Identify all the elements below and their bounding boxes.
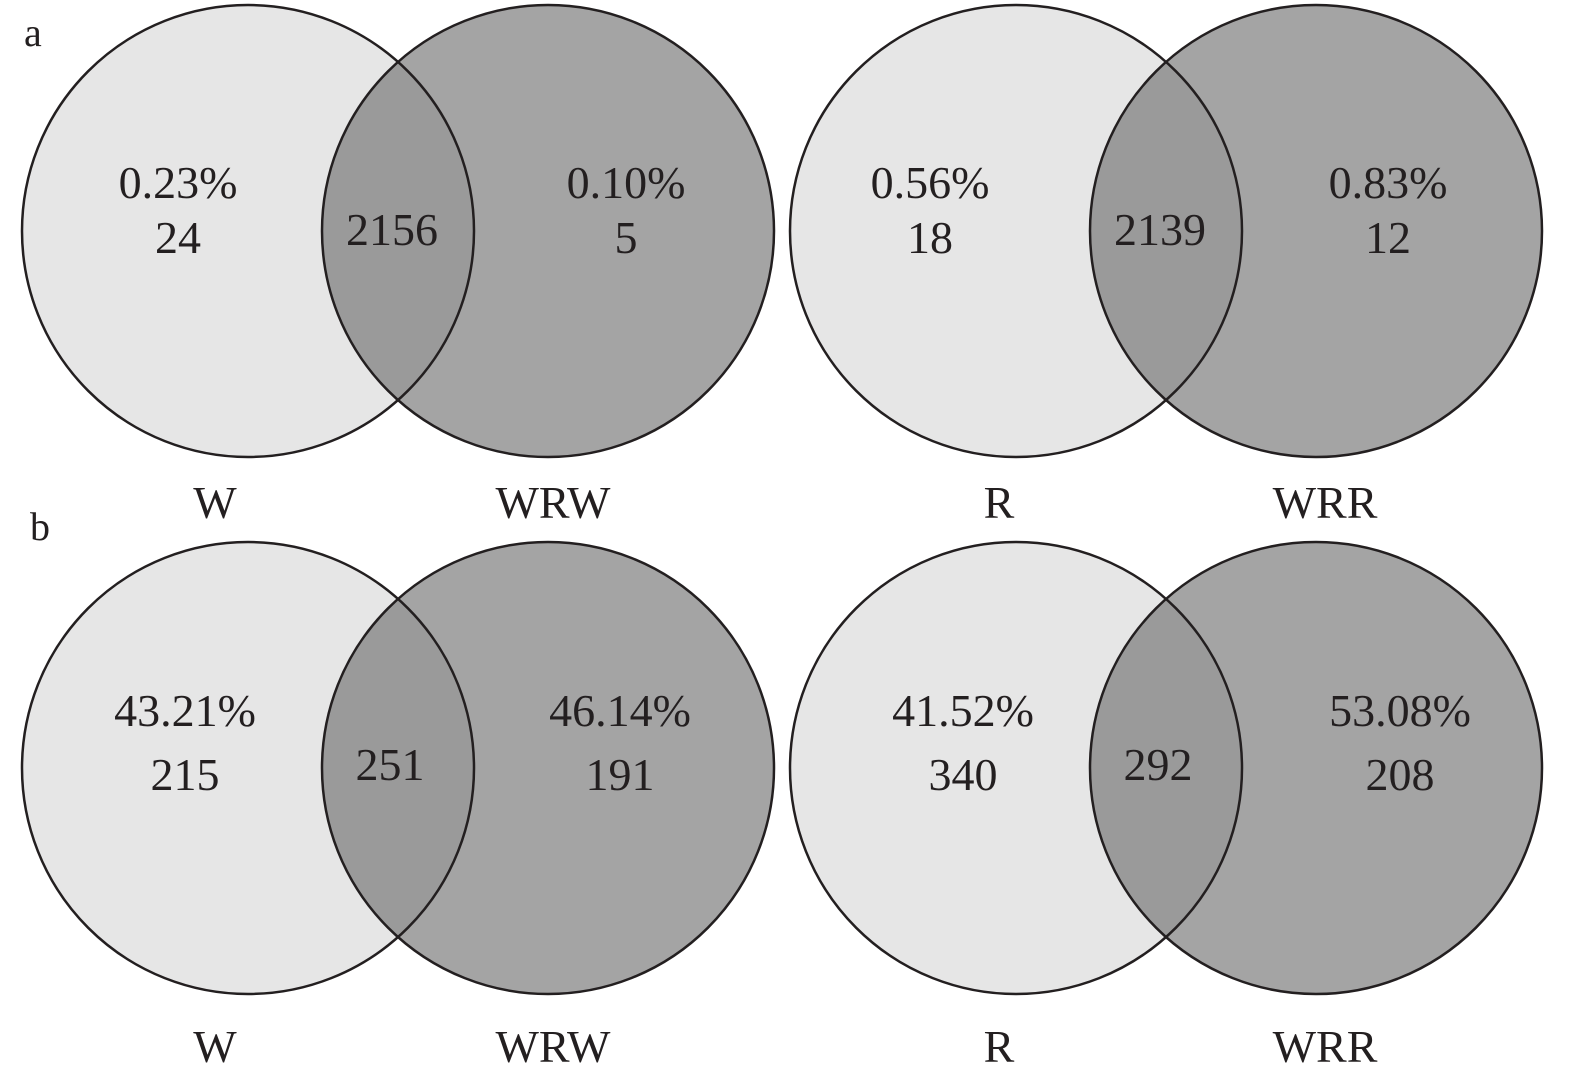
set-label-right: WRW bbox=[496, 1021, 612, 1072]
set-label-right: WRR bbox=[1273, 477, 1378, 528]
left-only-count: 215 bbox=[151, 749, 220, 800]
overlap-region bbox=[322, 542, 474, 994]
circle-w-outline bbox=[20, 3, 476, 459]
left-only-count: 18 bbox=[907, 212, 953, 263]
right-only-count: 191 bbox=[586, 749, 655, 800]
circle-w-outline bbox=[20, 540, 476, 996]
circle-wrw-outline bbox=[320, 3, 776, 459]
right-only-count: 12 bbox=[1365, 212, 1411, 263]
shared-count: 2156 bbox=[346, 204, 438, 255]
set-label-right: WRW bbox=[496, 477, 612, 528]
circle-r-outline bbox=[788, 3, 1244, 459]
venn-w-wrw-a: 0.23% 24 2156 0.10% 5 W WRW bbox=[20, 3, 776, 528]
shared-count: 2139 bbox=[1114, 204, 1206, 255]
panel-a: a 0.23% 24 2156 0.10% 5 W WRW 0.56% 18 2 bbox=[20, 3, 1544, 528]
set-label-left: R bbox=[984, 477, 1015, 528]
venn-r-wrr-b: 41.52% 340 292 53.08% 208 R WRR bbox=[788, 540, 1544, 1072]
set-label-right: WRR bbox=[1273, 1021, 1378, 1072]
circle-wrr-outline bbox=[1088, 540, 1544, 996]
overlap-region bbox=[322, 5, 474, 457]
left-only-pct: 41.52% bbox=[892, 685, 1034, 736]
set-label-left: W bbox=[193, 477, 237, 528]
right-only-pct: 0.83% bbox=[1329, 157, 1448, 208]
set-label-left: R bbox=[984, 1021, 1015, 1072]
venn-r-wrr-a: 0.56% 18 2139 0.83% 12 R WRR bbox=[788, 3, 1544, 528]
right-only-pct: 53.08% bbox=[1329, 685, 1471, 736]
panel-b: b 43.21% 215 251 46.14% 191 W WRW 41.52%… bbox=[20, 504, 1544, 1072]
shared-count: 251 bbox=[356, 739, 425, 790]
left-only-count: 24 bbox=[155, 212, 201, 263]
panel-letter-b: b bbox=[30, 504, 50, 549]
circle-r-outline bbox=[788, 540, 1244, 996]
circle-wrw-outline bbox=[320, 540, 776, 996]
left-only-pct: 0.23% bbox=[119, 157, 238, 208]
left-only-pct: 43.21% bbox=[114, 685, 256, 736]
shared-count: 292 bbox=[1124, 739, 1193, 790]
venn-w-wrw-b: 43.21% 215 251 46.14% 191 W WRW bbox=[20, 540, 776, 1072]
circle-wrr-outline bbox=[1088, 3, 1544, 459]
left-only-count: 340 bbox=[929, 749, 998, 800]
right-only-pct: 0.10% bbox=[567, 157, 686, 208]
right-only-count: 208 bbox=[1366, 749, 1435, 800]
panel-letter-a: a bbox=[24, 10, 42, 55]
overlap-region bbox=[1090, 542, 1242, 994]
left-only-pct: 0.56% bbox=[871, 157, 990, 208]
right-only-count: 5 bbox=[615, 212, 638, 263]
overlap-region bbox=[1090, 5, 1242, 457]
right-only-pct: 46.14% bbox=[549, 685, 691, 736]
set-label-left: W bbox=[193, 1021, 237, 1072]
